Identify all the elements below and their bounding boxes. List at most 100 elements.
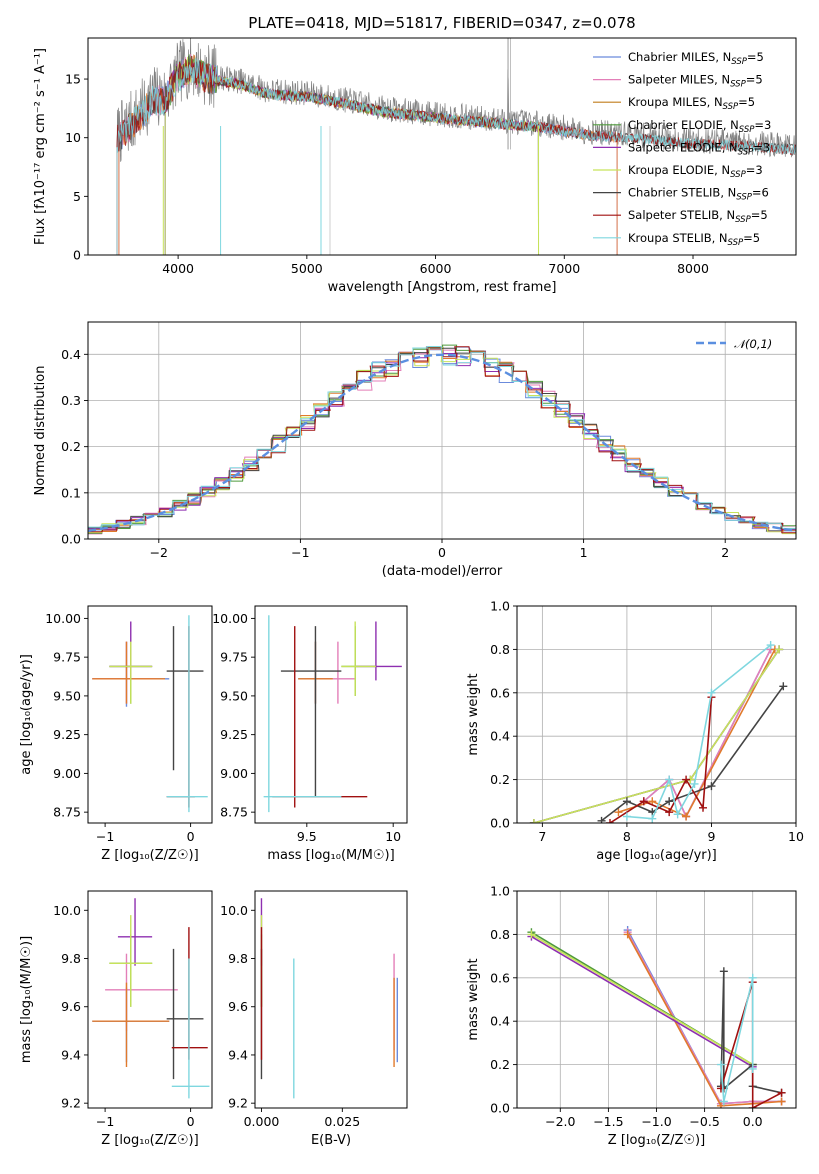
model-fit-line — [164, 56, 539, 255]
legend-label-text: Kroupa ELODIE, N — [628, 163, 730, 177]
y-tick-label: 10.0 — [220, 903, 248, 918]
massweight-marker — [777, 1097, 786, 1106]
x-tick-label: 8000 — [677, 261, 709, 276]
axes-frame — [254, 605, 408, 824]
massweight-marker — [665, 775, 674, 784]
massweight-series-line — [643, 649, 772, 819]
axes-frame — [87, 37, 797, 256]
panel-age_vs_Z: −1 0 8.75 9.00 9.25 9.50 9.75 10.00 Z [log₁₀(Z/Z… — [19, 605, 213, 863]
plot-area — [88, 344, 796, 535]
massweight-marker — [682, 775, 691, 784]
y-tick-label: 0.0 — [490, 816, 510, 831]
y-tick-label: 0.1 — [61, 485, 81, 500]
y-tick-label: 0.8 — [490, 927, 510, 942]
y-tick-label: 9.2 — [228, 1096, 248, 1111]
plot-area — [260, 898, 398, 1099]
y-axis-label: age [log₁₀(age/yr)] — [19, 654, 34, 775]
y-tick-label: 9.50 — [53, 688, 81, 703]
legend-label-text: Kroupa STELIB, N — [628, 231, 728, 245]
x-tick-label: 0 — [438, 545, 446, 560]
legend-label: Salpeter STELIB, NSSP=5 — [628, 208, 768, 225]
x-tick-label: 9 — [707, 829, 715, 844]
panel-mass_vs_Z: −1 0 9.2 9.4 9.6 9.8 10.0 Z [log₁₀(Z/Z☉)] mass [… — [19, 890, 213, 1148]
y-tick-label: 8.75 — [220, 805, 248, 820]
massweight-marker — [719, 967, 728, 976]
legend-subscript: SSP — [723, 102, 739, 112]
x-tick-label: 0.0 — [743, 1114, 763, 1129]
legend-label-text: =5 — [746, 73, 763, 87]
legend-label-text: =6 — [752, 186, 769, 200]
legend-label-text: Salpeter STELIB, N — [628, 208, 735, 222]
panel-massweight_vs_Z: −2.0 −1.5 −1.0 −0.5 0.0 0.0 0.2 0.4 0.6 0.8 1.0 Z [… — [466, 884, 797, 1148]
x-tick-label: −1 — [291, 545, 309, 560]
massweight-series-line — [720, 971, 782, 1094]
x-tick-label: −1.0 — [641, 1114, 671, 1129]
x-tick-label: 0 — [187, 1114, 195, 1129]
x-tick-label: 6000 — [420, 261, 452, 276]
plot-area — [529, 641, 788, 823]
legend-label-text: =3 — [753, 140, 770, 154]
y-tick-label: 9.75 — [53, 650, 81, 665]
legend-label-text: =5 — [743, 231, 760, 245]
massweight-marker — [673, 810, 682, 819]
massweight-marker — [682, 812, 691, 821]
y-tick-label: 9.6 — [61, 999, 81, 1014]
legend-subscript: SSP — [731, 57, 747, 67]
y-axis-label: mass [log₁₀(M/M☉)] — [19, 936, 34, 1063]
x-axis-label: wavelength [Angstrom, rest frame] — [328, 280, 557, 295]
plot-area — [92, 615, 208, 813]
x-tick-label: 0.000 — [244, 1114, 280, 1129]
x-tick-label: 5000 — [291, 261, 323, 276]
legend-subscript: SSP — [735, 215, 751, 225]
massweight-marker — [622, 797, 631, 806]
massweight-marker — [622, 812, 631, 821]
x-tick-label: −2.0 — [545, 1114, 575, 1129]
axes-frame — [516, 890, 797, 1109]
massweight-marker — [665, 797, 674, 806]
plot-area — [116, 38, 796, 255]
y-tick-label: 0.8 — [490, 642, 510, 657]
legend-label: Chabrier MILES, NSSP=5 — [628, 50, 764, 67]
massweight-marker — [614, 808, 623, 817]
massweight-marker — [623, 930, 632, 939]
y-tick-label: 0.6 — [490, 970, 510, 985]
x-tick-label: 10 — [385, 829, 401, 844]
legend-label: Chabrier ELODIE, NSSP=3 — [628, 118, 771, 135]
y-tick-label: 0.0 — [490, 1101, 510, 1116]
y-axis-label: mass weight — [466, 673, 481, 755]
x-tick-label: −1.5 — [593, 1114, 623, 1129]
plot-area — [527, 926, 786, 1108]
massweight-marker — [779, 682, 788, 691]
massweight-marker — [648, 814, 657, 823]
y-tick-label: 9.6 — [228, 999, 248, 1014]
y-tick-label: 0.2 — [490, 1057, 510, 1072]
y-axis-label: Normed distribution — [33, 366, 48, 496]
legend-label-text: Chabrier STELIB, N — [628, 186, 736, 200]
massweight-marker — [707, 782, 716, 791]
legend-label-text: Salpeter ELODIE, N — [628, 140, 738, 154]
legend-label-gaussian: 𝒩(0,1) — [734, 337, 772, 351]
legend-subscript: SSP — [728, 238, 744, 248]
y-tick-label: 9.4 — [61, 1047, 81, 1062]
axes-frame — [87, 890, 213, 1109]
y-tick-label: 9.00 — [220, 766, 248, 781]
y-axis-label: Flux [fλ10⁻¹⁷ erg cm⁻² s⁻¹ A⁻¹] — [33, 48, 48, 245]
massweight-marker — [690, 779, 699, 788]
legend-subscript: SSP — [738, 147, 754, 157]
y-tick-label: 1.0 — [490, 884, 510, 899]
massweight-series-line — [720, 977, 754, 1102]
massweight-marker — [707, 688, 716, 697]
y-tick-label: 0.2 — [490, 772, 510, 787]
legend-label: Kroupa MILES, NSSP=5 — [628, 95, 755, 112]
y-tick-label: 10.0 — [53, 903, 81, 918]
axes-frame — [87, 605, 213, 824]
y-tick-label: 9.25 — [53, 727, 81, 742]
massweight-marker — [719, 1097, 728, 1106]
x-tick-label: −0.5 — [689, 1114, 719, 1129]
legend-subscript: SSP — [730, 170, 746, 180]
gaussian-reference-curve — [88, 353, 796, 533]
y-tick-label: 9.8 — [228, 951, 248, 966]
y-tick-label: 9.50 — [220, 688, 248, 703]
y-tick-label: 10.00 — [212, 611, 248, 626]
